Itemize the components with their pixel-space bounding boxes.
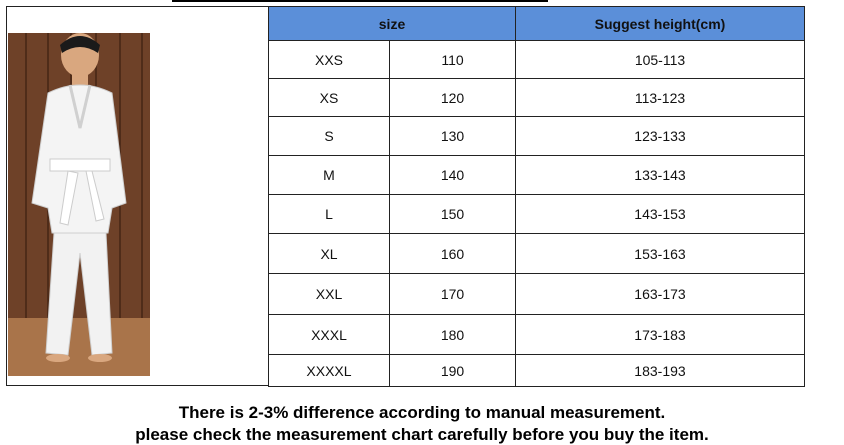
table-cell: XXS [268,40,390,79]
table-cell: XXL [268,273,390,315]
table-cell: 110 [389,40,516,79]
table-cell: XXXL [268,314,390,355]
table-cell: XS [268,78,390,117]
table-cell: XXXXL [268,354,390,387]
header-cell: Suggest height(cm) [515,6,805,41]
table-cell: L [268,194,390,234]
table-cell: 163-173 [515,273,805,315]
table-cell: 160 [389,233,516,274]
header-cell: size [268,6,516,41]
table-cell: 190 [389,354,516,387]
top-rule [172,0,548,2]
table-cell: XL [268,233,390,274]
table-cell: 123-133 [515,116,805,156]
table-cell: 143-153 [515,194,805,234]
table-cell: 153-163 [515,233,805,274]
product-photo [8,33,150,376]
table-cell: M [268,155,390,195]
table-cell: 180 [389,314,516,355]
table-cell: 183-193 [515,354,805,387]
table-cell: 170 [389,273,516,315]
table-cell: 113-123 [515,78,805,117]
table-cell: 150 [389,194,516,234]
table-cell: S [268,116,390,156]
table-cell: 140 [389,155,516,195]
note-line: please check the measurement chart caref… [135,425,709,444]
table-cell: 130 [389,116,516,156]
note-line: There is 2-3% difference according to ma… [178,403,666,422]
table-cell: 173-183 [515,314,805,355]
table-cell: 105-113 [515,40,805,79]
table-cell: 133-143 [515,155,805,195]
table-cell: 120 [389,78,516,117]
